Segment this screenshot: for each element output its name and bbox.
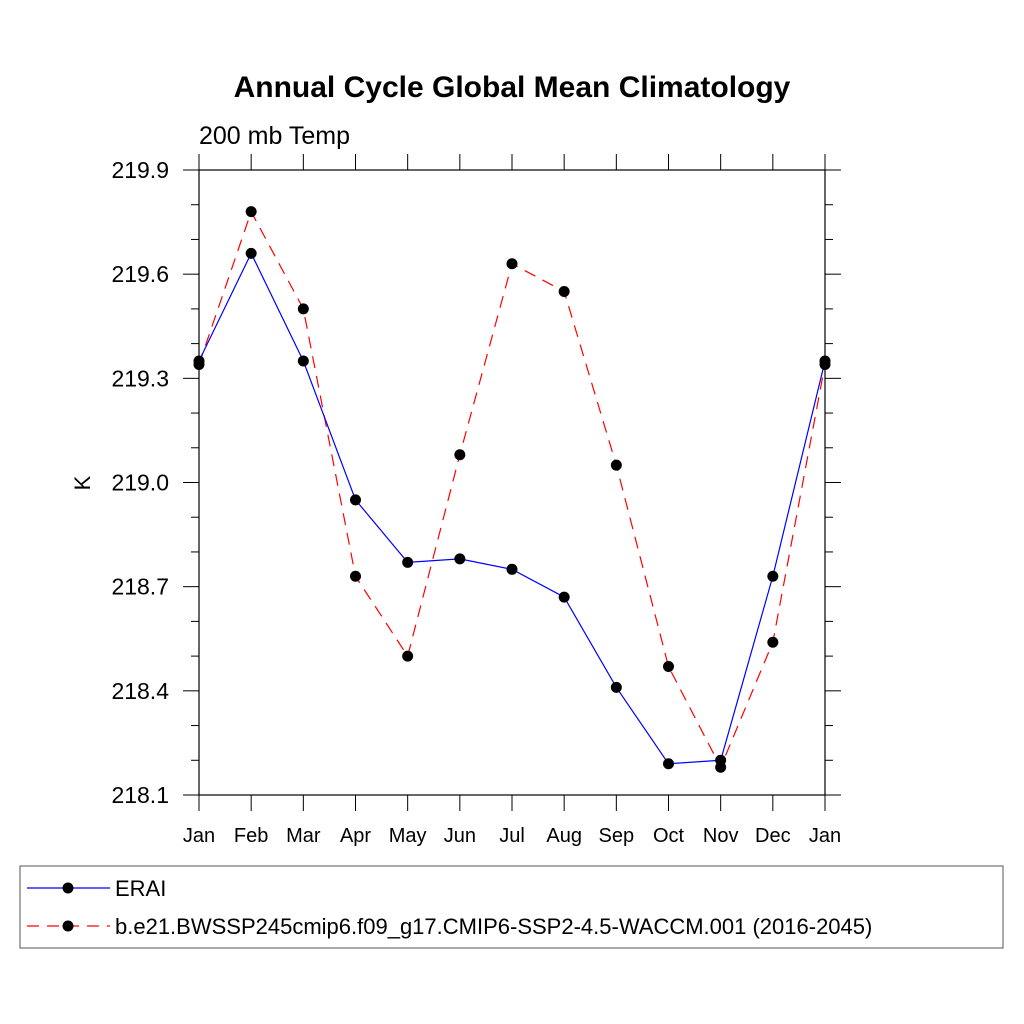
x-tick-label: Jan: [183, 825, 215, 847]
chart-title: Annual Cycle Global Mean Climatology: [234, 71, 791, 104]
series-2-point: [350, 570, 361, 582]
series-2-point: [715, 761, 727, 773]
series-2-point: [610, 459, 622, 471]
series-layer: [193, 206, 831, 773]
y-axis-label: K: [70, 475, 95, 490]
series-1-point: [610, 681, 622, 693]
x-tick-label: Sep: [599, 825, 635, 847]
legend: ERAI b.e21.BWSSP245cmip6.f09_g17.CMIP6-SS…: [19, 865, 1004, 949]
y-tick-label: 218.7: [111, 574, 169, 600]
legend-label-1: ERAI: [115, 876, 166, 901]
x-tick-label: Nov: [703, 825, 739, 847]
legend-marker-2: [62, 920, 74, 932]
series-2-point: [193, 358, 205, 370]
x-tick-label: Dec: [755, 825, 791, 847]
series-1-point: [402, 556, 414, 568]
series-2-point: [663, 661, 674, 673]
y-tick-label: 218.4: [111, 678, 169, 704]
series-2-point: [767, 636, 779, 648]
chart-subtitle: 200 mb Temp: [199, 122, 350, 150]
x-tick-label: Feb: [234, 825, 268, 847]
series-line-1: [198, 251, 826, 765]
axes-layer: 218.1 218.4 218.7 219.0 219.3 219.6 219.9 Jan Fe…: [70, 154, 841, 847]
series-1-point: [297, 355, 309, 367]
y-tick-label: 218.1: [111, 782, 169, 808]
legend-marker-1: [62, 882, 74, 894]
x-tick-label: May: [389, 825, 427, 847]
x-tick-label: Jun: [444, 825, 476, 847]
x-tick-label: Oct: [653, 825, 685, 847]
series-2-point: [819, 358, 831, 370]
series-2-point: [454, 449, 466, 461]
series-1-point: [767, 570, 779, 582]
series-1-point: [558, 591, 570, 603]
y-tick-label: 219.6: [111, 261, 169, 287]
legend-box: [19, 865, 1004, 949]
x-tick-label: Jan: [809, 825, 841, 847]
series-1-point: [506, 563, 518, 575]
series-1-point: [663, 758, 674, 770]
series-2-point: [402, 650, 414, 662]
y-tick-label: 219.0: [111, 470, 169, 496]
y-tick-label: 219.9: [111, 157, 169, 183]
y-tick-label: 219.3: [111, 365, 169, 391]
series-1-point: [245, 247, 257, 259]
series-1-point: [454, 553, 466, 565]
x-tick-label: Aug: [546, 825, 582, 847]
series-line-2: [198, 210, 826, 769]
series-1-point: [350, 494, 361, 506]
series-2-point: [245, 206, 257, 218]
x-tick-label: Apr: [340, 825, 371, 847]
x-tick-label: Jul: [499, 825, 525, 847]
x-tick-label: Mar: [286, 825, 321, 847]
series-2-point: [297, 303, 309, 315]
series-2-point: [506, 258, 518, 270]
legend-label-2: b.e21.BWSSP245cmip6.f09_g17.CMIP6-SSP2-4…: [115, 914, 872, 939]
series-2-point: [558, 286, 570, 298]
